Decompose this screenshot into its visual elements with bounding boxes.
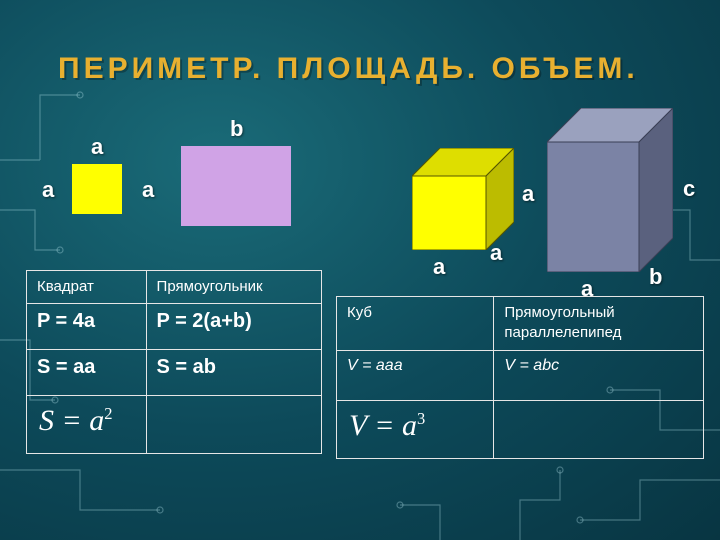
table-cell: S = ab: [146, 349, 321, 395]
table-cell: V = a3: [337, 401, 494, 459]
table-cell: S = a2: [27, 395, 147, 453]
cube-label-bottom: a: [433, 254, 445, 280]
page-title: ПЕРИМЕТР. ПЛОЩАДЬ. ОБЪЕМ.: [58, 52, 639, 86]
shape-cube: [412, 148, 514, 250]
table-cell: P = 2(a+b): [146, 303, 321, 349]
square-label-left: a: [42, 177, 54, 203]
shape-box: [547, 108, 673, 272]
table-cell: Куб: [337, 297, 494, 351]
square-label-top: a: [91, 134, 103, 160]
table-cell: Прямоугольник: [146, 271, 321, 304]
cube-label-right: a: [522, 181, 534, 207]
square-label-right: a: [142, 177, 154, 203]
box-label-bottomright: b: [649, 264, 662, 290]
shape-square: [72, 164, 122, 214]
table-cell: V = abc: [494, 351, 704, 401]
table-cell: P = 4a: [27, 303, 147, 349]
table-cell: [146, 395, 321, 453]
table-cell: Квадрат: [27, 271, 147, 304]
table-cell: V = aaa: [337, 351, 494, 401]
table-3d: Куб Прямоугольный параллелепипед V = aaa…: [336, 296, 704, 459]
cube-label-bottomright: a: [490, 240, 502, 266]
table-cell: Прямоугольный параллелепипед: [494, 297, 704, 351]
table-cell: [494, 401, 704, 459]
box-label-right: c: [683, 176, 695, 202]
shape-rectangle: [181, 146, 291, 226]
table-2d: Квадрат Прямоугольник P = 4a P = 2(a+b) …: [26, 270, 322, 454]
rect-label-top: b: [230, 116, 243, 142]
table-cell: S = aa: [27, 349, 147, 395]
